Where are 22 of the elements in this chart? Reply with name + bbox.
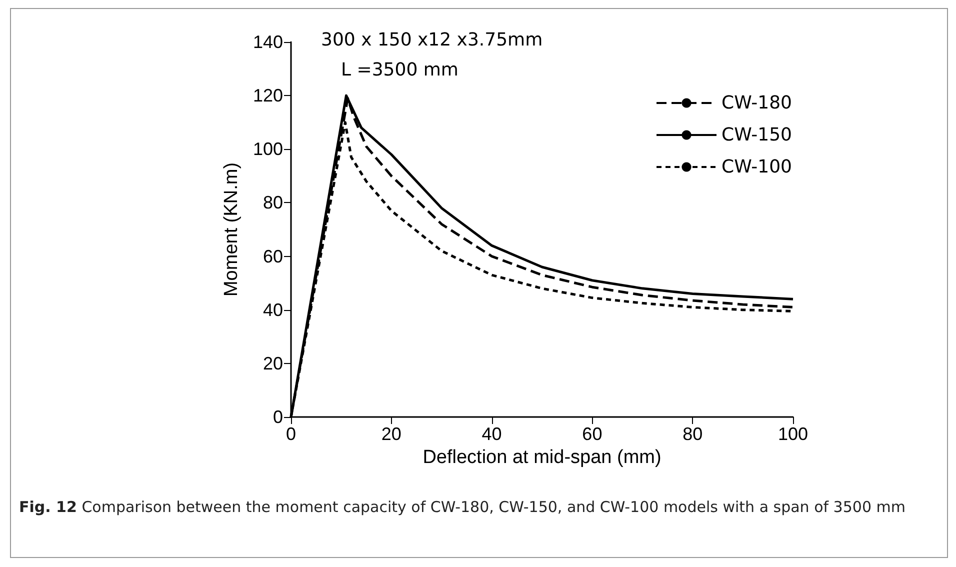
x-tick-label: 80 [682, 424, 703, 444]
x-axis-title: Deflection at mid-span (mm) [422, 446, 662, 468]
x-tick-label: 0 [286, 424, 296, 444]
y-tick-label: 100 [252, 139, 283, 160]
legend-label: CW-180 [722, 92, 792, 114]
y-axis-title: Moment (KN.m) [221, 162, 242, 297]
legend-label: CW-100 [722, 156, 792, 178]
x-tick-label: 100 [778, 424, 808, 444]
x-tick-label: 20 [381, 424, 402, 444]
y-tick-label: 120 [252, 86, 283, 106]
annotation: 300 x 150 x12 x3.75mm [321, 30, 543, 50]
annotation: L =3500 mm [341, 60, 458, 80]
caption: Fig. 12 Comparison between the moment capacity of CW-180, CW-150, and CW-100 models with a span of 3500 mm [19, 497, 906, 517]
y-tick-label: 60 [262, 246, 283, 266]
y-tick-label: 40 [262, 300, 283, 320]
legend-label: CW-150 [722, 124, 792, 146]
y-tick-label: 0 [272, 407, 283, 427]
x-tick-label: 40 [482, 424, 502, 444]
x-tick-label: 60 [582, 424, 602, 444]
y-tick-label: 20 [262, 353, 283, 374]
y-tick-label: 140 [252, 32, 283, 52]
y-tick-label: 80 [262, 192, 283, 213]
